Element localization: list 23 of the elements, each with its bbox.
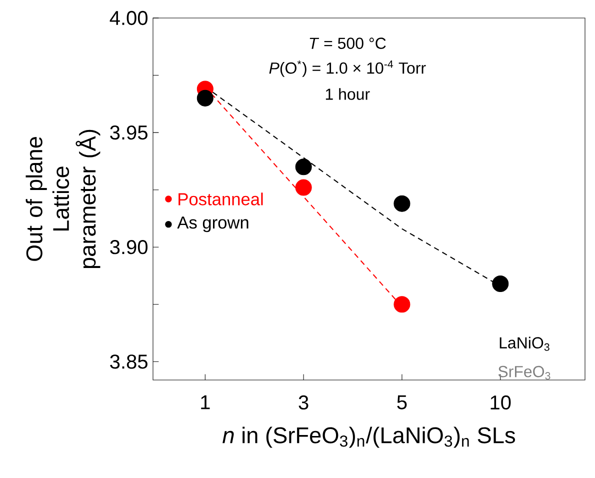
y-tick-label: 3.90	[110, 240, 148, 254]
y-tick-label: 3.85	[110, 354, 148, 369]
y-tick-label: 4.00	[110, 10, 148, 26]
point	[394, 195, 410, 212]
legend-label: As grown	[177, 216, 248, 232]
point	[295, 158, 312, 176]
text: n in (SrFeO$_{3}$)$_{n}$/(LaNiO$_{3}$)$_{n}$ SLs	[222, 426, 516, 448]
annotation: 1 hour	[326, 88, 370, 100]
annotation: LaNiO$_{3}$	[500, 336, 550, 351]
point	[394, 296, 410, 313]
point	[492, 276, 509, 292]
x-tick-label: 5	[397, 395, 407, 410]
x-tick-label: 1	[201, 395, 210, 410]
point	[295, 179, 312, 196]
annotation: T = 500 °C	[310, 38, 386, 49]
y-tick-label: 3.95	[110, 125, 148, 140]
legend-label: Postanneal	[178, 192, 263, 206]
annotation: P(O$^{*}$) = 1.0 × 10$^{-4}$ Torr	[269, 60, 426, 77]
annotation: SrFeO$_{3}$	[498, 366, 550, 380]
x-tick-label: 3	[298, 395, 308, 410]
point	[196, 90, 214, 106]
x-tick-label: 10	[490, 395, 511, 410]
y-axis-title: Out of plane Lattice parameter (Å)	[26, 130, 100, 268]
